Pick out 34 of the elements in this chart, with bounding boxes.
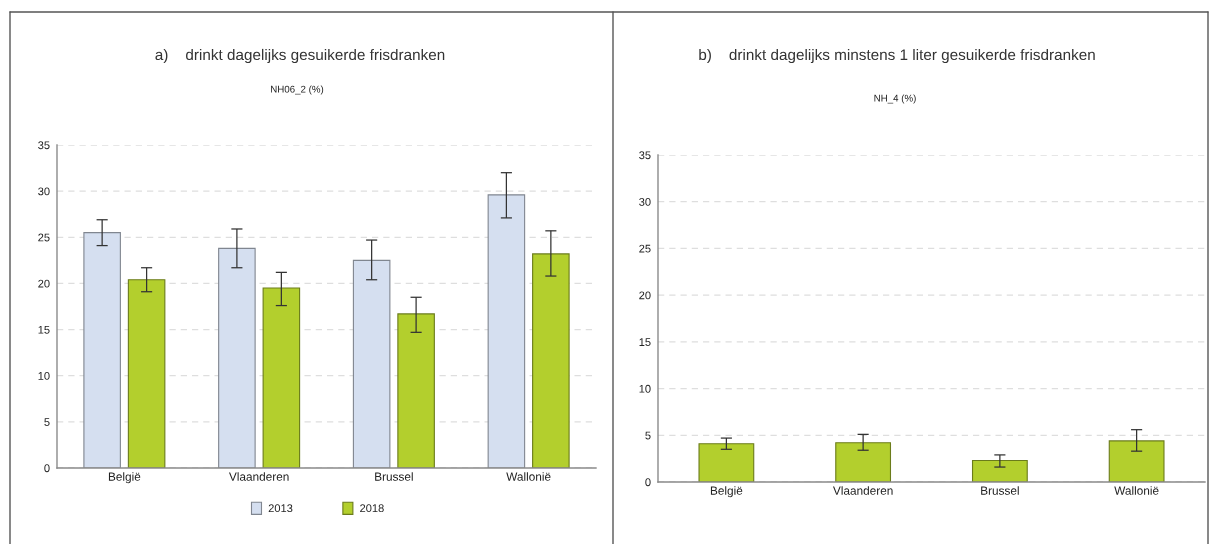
y-tick-label: 0 bbox=[645, 478, 651, 487]
y-tick-label: 30 bbox=[38, 187, 50, 196]
y-tick-label: 35 bbox=[639, 151, 651, 160]
bar bbox=[262, 287, 301, 468]
legend-label: 2013 bbox=[268, 504, 293, 513]
y-tick-label: 10 bbox=[639, 384, 651, 393]
x-tick-label: Brussel bbox=[375, 472, 413, 481]
y-tick-label: 10 bbox=[38, 371, 50, 380]
y-tick-label: 5 bbox=[645, 431, 651, 440]
x-tick-label: Vlaanderen bbox=[228, 472, 289, 481]
bar bbox=[127, 279, 166, 468]
chart-subtitle: NH06_2 (%) bbox=[271, 85, 324, 95]
y-tick-label: 20 bbox=[38, 279, 50, 288]
chart-subtitle: NH_4 (%) bbox=[874, 94, 916, 104]
legend-label: 2018 bbox=[360, 504, 384, 513]
x-tick-label: Wallonië bbox=[1114, 486, 1159, 495]
y-tick-label: 0 bbox=[44, 464, 50, 473]
y-tick-label: 15 bbox=[639, 338, 651, 346]
y-tick-label: 25 bbox=[639, 244, 651, 253]
chart-title: b) drinkt dagelijks minstens 1 liter gesuikerde frisdranken bbox=[699, 48, 1095, 64]
y-tick-label: 35 bbox=[38, 141, 50, 150]
x-tick-label: Vlaanderen bbox=[832, 486, 893, 495]
bar bbox=[397, 313, 435, 468]
x-tick-label: Brussel bbox=[981, 486, 1019, 495]
chart-title: a) drinkt dagelijks gesuikerde frisdranken bbox=[155, 48, 445, 64]
x-tick-label: Wallonië bbox=[506, 472, 551, 481]
y-tick-label: 15 bbox=[38, 325, 50, 334]
y-tick-label: 25 bbox=[38, 233, 50, 242]
y-tick-label: 5 bbox=[44, 418, 50, 426]
y-tick-label: 30 bbox=[639, 197, 651, 206]
x-tick-label: België bbox=[108, 472, 141, 484]
y-tick-label: 20 bbox=[639, 291, 651, 300]
bar bbox=[532, 253, 570, 468]
x-tick-label: België bbox=[710, 486, 743, 498]
